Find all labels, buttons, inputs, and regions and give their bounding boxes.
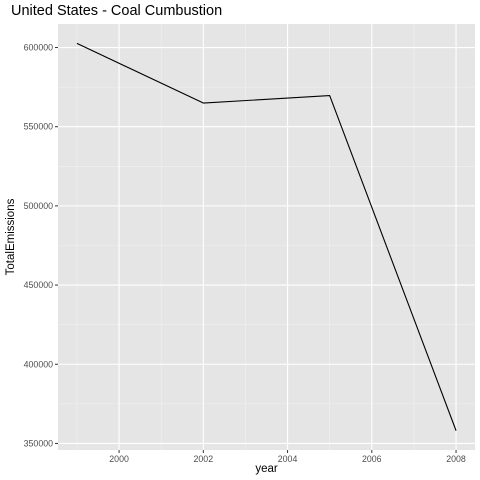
x-tick-label: 2008 <box>446 454 466 464</box>
y-tick-label: 350000 <box>24 438 53 448</box>
y-axis-title: TotalEmissions <box>5 198 17 275</box>
series-layer <box>76 42 457 431</box>
major-gridlines <box>58 24 475 450</box>
y-tick-label: 450000 <box>24 280 53 290</box>
x-tick-label: 2000 <box>109 454 129 464</box>
x-tick-label: 2004 <box>278 454 298 464</box>
y-tick-label: 600000 <box>24 43 53 53</box>
x-tick-label: 2002 <box>194 454 214 464</box>
plot-panel <box>58 24 475 450</box>
x-axis-title: year <box>255 463 278 475</box>
y-tick-label: 500000 <box>24 201 53 211</box>
chart-title: United States - Coal Cumbustion <box>11 3 222 19</box>
x-axis: 2000 2002 2004 2006 2008 <box>109 450 466 464</box>
series-line <box>76 42 457 431</box>
minor-gridlines <box>58 24 475 450</box>
x-tick-label: 2006 <box>362 454 382 464</box>
y-tick-label: 400000 <box>24 359 53 369</box>
y-tick-label: 550000 <box>24 122 53 132</box>
y-axis: 350000 400000 450000 500000 550000 600000 <box>24 43 58 448</box>
